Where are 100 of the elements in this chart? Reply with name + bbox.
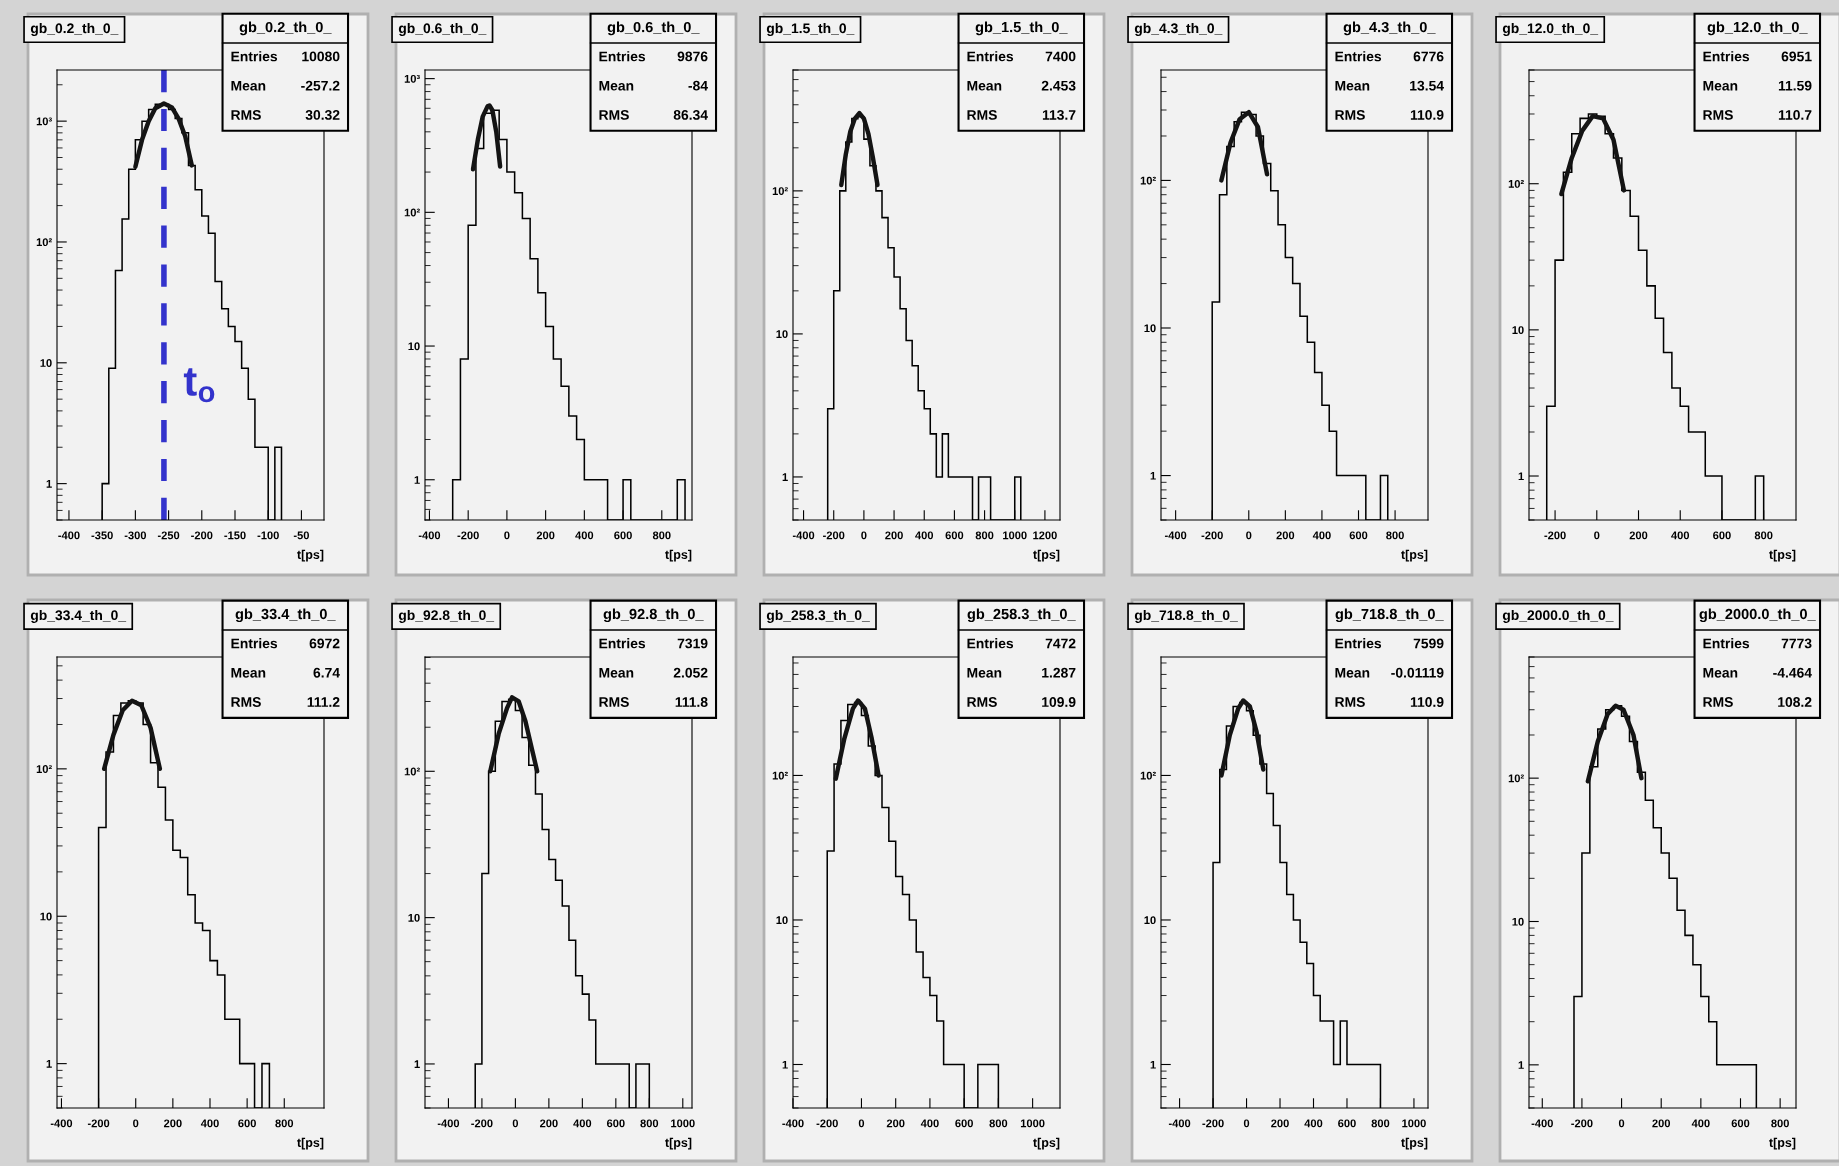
- x-tick-label: -200: [1201, 531, 1223, 540]
- x-tick-label: -150: [224, 531, 246, 540]
- x-axis-title: t[ps]: [665, 549, 692, 562]
- text: 6776: [1413, 51, 1444, 62]
- y-tick-label: 10²: [772, 187, 788, 196]
- text: Entries: [1703, 638, 1750, 649]
- y-tick-label: 1: [1150, 1060, 1156, 1069]
- y-tick-label: 10²: [1508, 179, 1524, 188]
- ref-line-label: t$_{o}$: [183, 368, 215, 403]
- text: 7599: [1413, 638, 1444, 649]
- x-tick-label: 800: [1771, 1119, 1789, 1128]
- annotation: Mean: [1335, 667, 1370, 678]
- x-tick-label: 1000: [1020, 1119, 1045, 1128]
- y-tick-label: 1: [414, 476, 420, 484]
- annotation: 2.453: [1041, 80, 1076, 91]
- x-tick-label: -100: [257, 531, 279, 540]
- y-tick-label: 10: [776, 916, 788, 925]
- x-tick-label: 400: [1691, 1119, 1710, 1128]
- text: 6972: [309, 638, 340, 649]
- annotation: 2.052: [673, 667, 708, 678]
- y-tick-label: 1: [1518, 472, 1524, 481]
- x-axis-title: t[ps]: [1769, 1137, 1796, 1150]
- chart-title: gb_0.2_th_0_: [30, 23, 119, 36]
- x-tick-label: 600: [1338, 1119, 1356, 1128]
- annotation: RMS: [967, 110, 997, 120]
- x-tick-label: 0: [1246, 531, 1252, 540]
- text: gb_12.0_th_0_: [1707, 21, 1808, 36]
- x-tick-label: 600: [1713, 531, 1731, 540]
- annotation: Mean: [1335, 80, 1370, 91]
- annotation: Mean: [231, 80, 266, 91]
- text: 9876: [677, 51, 708, 62]
- x-tick-label: 800: [1386, 531, 1404, 540]
- y-tick-label: 1: [1518, 1061, 1524, 1069]
- text: gb_1.5_th_0_: [975, 21, 1068, 36]
- annotation: RMS: [599, 110, 629, 120]
- text: Entries: [1335, 51, 1382, 62]
- x-tick-label: 800: [275, 1119, 294, 1128]
- y-tick-label: 10²: [772, 771, 788, 780]
- x-tick-label: -400: [418, 531, 441, 540]
- chart-title: gb_4.3_th_0_: [1134, 23, 1223, 36]
- x-tick-label: 600: [955, 1119, 973, 1128]
- annotation: Mean: [967, 667, 1002, 678]
- annotation: RMS: [1335, 697, 1365, 707]
- x-tick-label: -200: [87, 1119, 110, 1128]
- annotation: -0.01119: [1391, 667, 1444, 678]
- text: 7319: [677, 638, 708, 649]
- y-tick-label: 10²: [1140, 176, 1156, 185]
- y-tick-label: 10³: [36, 117, 52, 126]
- x-tick-label: -200: [1544, 531, 1566, 540]
- x-tick-label: 600: [1731, 1119, 1750, 1128]
- y-tick-label: 1: [782, 473, 788, 481]
- x-tick-label: 0: [861, 531, 867, 540]
- annotation: 13.54: [1410, 80, 1444, 91]
- x-tick-label: 0: [133, 1119, 139, 1128]
- chart-title: gb_33.4_th_0_: [30, 609, 127, 623]
- y-tick-label: 1: [1150, 471, 1156, 480]
- x-tick-label: 600: [945, 531, 964, 540]
- chart-title: gb_0.6_th_0_: [398, 23, 487, 36]
- annotation: 109.9: [1042, 697, 1076, 707]
- x-axis-title: t[ps]: [1769, 549, 1796, 562]
- y-tick-label: 1: [414, 1060, 420, 1068]
- y-tick-label: 1: [46, 1060, 52, 1068]
- chart-title: gb_12.0_th_0_: [1502, 23, 1599, 36]
- chart-title: gb_1.5_th_0_: [766, 23, 855, 36]
- x-tick-label: 200: [1271, 1119, 1289, 1128]
- text: Entries: [231, 51, 278, 62]
- x-tick-label: 400: [575, 531, 594, 540]
- x-tick-label: 400: [1671, 531, 1690, 540]
- annotation: RMS: [599, 697, 629, 707]
- annotation: 110.9: [1410, 110, 1444, 120]
- x-tick-label: -400: [1168, 1119, 1191, 1128]
- x-tick-label: 800: [975, 531, 994, 540]
- x-tick-label: 0: [512, 1119, 519, 1128]
- annotation: Mean: [1703, 667, 1738, 678]
- x-tick-label: 0: [858, 1119, 865, 1128]
- x-tick-label: 400: [920, 1119, 939, 1128]
- x-axis-title: t[ps]: [1401, 1137, 1428, 1150]
- y-tick-label: 10: [408, 913, 420, 922]
- x-tick-label: 200: [1276, 531, 1295, 540]
- annotation: 110.9: [1410, 697, 1444, 707]
- annotation: -4.464: [1773, 667, 1812, 678]
- annotation: 108.2: [1778, 697, 1812, 707]
- x-tick-label: 1000: [671, 1119, 695, 1128]
- x-tick-label: 600: [606, 1119, 625, 1128]
- annotation: -257.2: [301, 80, 340, 91]
- x-tick-label: -200: [457, 531, 479, 540]
- text: gb_258.3_th_0_: [967, 608, 1076, 623]
- y-tick-label: 10: [408, 342, 420, 351]
- annotation: Mean: [231, 667, 266, 678]
- x-tick-label: 200: [536, 531, 555, 540]
- y-tick-label: 10: [40, 912, 52, 921]
- y-tick-label: 10²: [36, 765, 52, 773]
- x-tick-label: 0: [1618, 1119, 1625, 1128]
- annotation: 111.8: [675, 697, 708, 707]
- x-tick-label: -400: [782, 1119, 804, 1128]
- x-tick-label: 600: [1349, 531, 1368, 540]
- y-tick-label: 10²: [1140, 771, 1156, 780]
- x-axis-title: t[ps]: [297, 549, 324, 562]
- x-axis-title: t[ps]: [297, 1137, 324, 1150]
- x-tick-label: 1000: [1402, 1119, 1426, 1128]
